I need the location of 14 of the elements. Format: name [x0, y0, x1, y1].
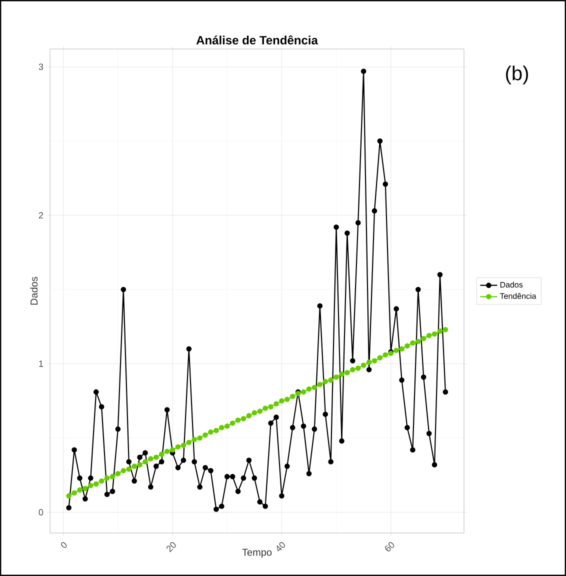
y-tick-label: 0	[38, 509, 44, 516]
x-axis-title: Tempo	[242, 548, 272, 558]
y-tick-label: 1	[39, 360, 44, 367]
y-tick-label: 3	[38, 64, 44, 70]
text: (b)	[506, 66, 528, 84]
x-tick-label: 60	[385, 542, 394, 552]
x-tick-label: 40	[276, 542, 286, 552]
x-tick-label: 0	[60, 542, 67, 548]
x-tick-label: 20	[166, 542, 176, 552]
chart-title: Análise de Tendência	[196, 35, 318, 44]
legend-label: Tendência	[500, 292, 536, 299]
legend-label: Dados	[500, 282, 523, 288]
y-tick-label: 2	[38, 212, 44, 218]
y-axis-title: Dados	[30, 276, 38, 305]
